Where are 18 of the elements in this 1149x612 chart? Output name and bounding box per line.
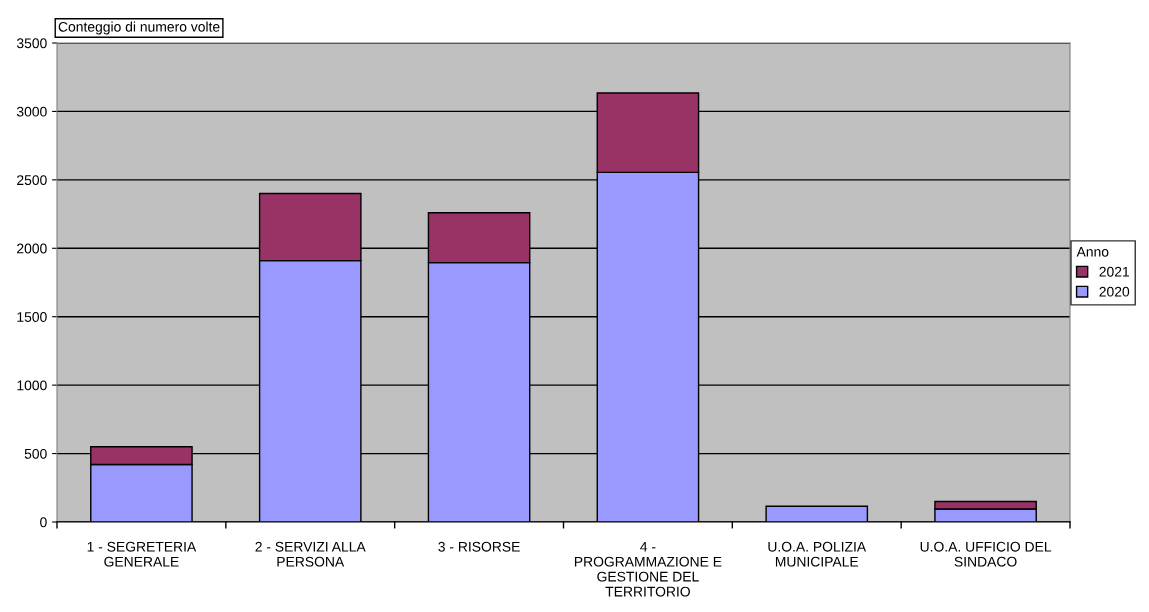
y-tick-label: 1500 <box>17 312 47 322</box>
x-tick-label: 1 - SEGRETERIA GENERALE <box>87 541 197 567</box>
legend-label: 2020 <box>1099 286 1130 297</box>
x-tick-label: 2 - SERVIZI ALLA PERSONA <box>255 541 366 567</box>
y-tick-label: 3500 <box>16 38 47 49</box>
y-tick-label: 2000 <box>17 243 47 254</box>
legend-title: Anno <box>1076 246 1109 257</box>
x-tick-label: U.O.A. UFFICIO DEL SINDACO <box>920 541 1052 567</box>
x-tick-label: U.O.A. POLIZIA MUNICIPALE <box>768 541 867 567</box>
y-tick-label: 2500 <box>17 175 47 186</box>
legend-label: 2021 <box>1099 266 1130 277</box>
y-tick-label: 500 <box>24 448 47 459</box>
x-tick-label: 3 - RISORSE <box>438 541 520 552</box>
text: Conteggio di numero volte <box>58 21 220 35</box>
y-tick-label: 3000 <box>16 106 47 117</box>
y-tick-label: 1000 <box>17 380 47 391</box>
y-tick-label: 0 <box>40 517 47 528</box>
x-tick-label: 4 - PROGRAMMAZIONE E GESTIONE DEL TERRITORIO <box>574 541 722 597</box>
